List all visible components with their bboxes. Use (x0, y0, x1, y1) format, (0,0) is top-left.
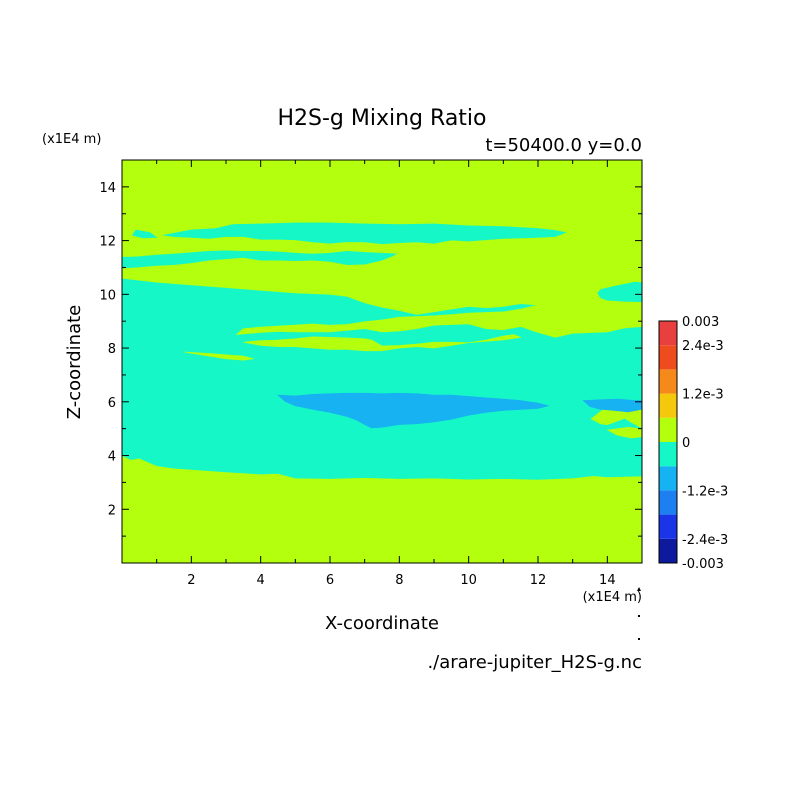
contour-region-2-0 (277, 392, 550, 429)
colorbar-swatch (659, 417, 677, 442)
y-tick-label: 8 (108, 342, 116, 357)
colorbar-swatch (659, 490, 677, 515)
colorbar-frame (658, 320, 678, 564)
colorbar-swatch (659, 345, 677, 370)
contour-region-1-2 (184, 351, 254, 361)
colorbar-swatch (659, 369, 677, 394)
colorbar-tick-label: 0 (682, 436, 690, 451)
x-tick-label: 12 (530, 573, 547, 588)
y-axis-label: Z-coordinate (64, 305, 85, 420)
colorbar-tick-label: 0.003 (682, 315, 719, 330)
x-tick-label: 6 (326, 573, 334, 588)
chart-subtitle: t=50400.0 y=0.0 (485, 135, 642, 156)
x-axis-ticks: 2 4 6 8 10 12 14 (156, 160, 616, 588)
plot-area: 2 4 6 8 10 12 14 2 4 6 8 10 12 14 (99, 159, 643, 588)
y-axis-unit: (x1E4 m) (42, 132, 101, 147)
marker-dot (637, 587, 641, 591)
y-tick-label: 2 (108, 503, 116, 518)
contour-region-1-0 (121, 248, 643, 338)
contour-region-1-1 (243, 334, 522, 352)
colorbar-tick-label: -2.4e-3 (682, 533, 728, 548)
colorbar-swatch (659, 466, 677, 491)
y-tick-label: 4 (108, 450, 116, 465)
x-axis-label: X-coordinate (325, 613, 439, 634)
y-tick-label: 10 (99, 288, 116, 303)
colorbar-tick-label: -0.003 (682, 557, 724, 572)
colorbar-swatch (659, 321, 677, 346)
colorbar-swatch (659, 393, 677, 418)
colorbar-swatch (659, 538, 677, 563)
marker-dot (638, 615, 640, 617)
y-tick-label: 12 (99, 235, 116, 250)
marker-dot (638, 638, 640, 640)
x-tick-label: 10 (460, 573, 477, 588)
source-filename: ./arare-jupiter_H2S-g.nc (427, 652, 642, 673)
x-tick-label: 2 (187, 573, 195, 588)
colorbar-swatch (659, 514, 677, 539)
colorbar-tick-label: 2.4e-3 (682, 339, 724, 354)
colorbar-swatch (659, 442, 677, 467)
contour-regions (121, 222, 643, 480)
colorbar-tick-label: 1.2e-3 (682, 388, 724, 403)
x-tick-label: 4 (257, 573, 265, 588)
contour-region-0-1 (163, 222, 567, 245)
colorbar-labels: -0.003 -2.4e-3 -1.2e-3 0 1.2e-3 2.4e-3 0.003 (682, 315, 728, 572)
plot-frame (121, 159, 643, 564)
x-tick-label: 8 (395, 573, 403, 588)
chart-title: H2S-g Mixing Ratio (277, 106, 486, 131)
colorbar-tick-label: -1.2e-3 (682, 484, 728, 499)
y-tick-label: 6 (108, 396, 116, 411)
y-tick-label: 14 (99, 181, 116, 196)
x-axis-unit: (x1E4 m) (583, 590, 642, 605)
x-tick-label: 14 (599, 573, 616, 588)
colorbar (658, 320, 678, 564)
corner-markers (637, 587, 641, 640)
contour-region-0-2 (131, 229, 158, 239)
y-axis-ticks: 2 4 6 8 10 12 14 (99, 181, 642, 537)
